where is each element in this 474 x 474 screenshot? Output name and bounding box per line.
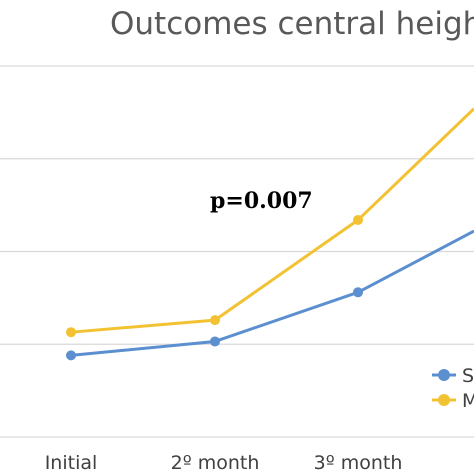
x-axis-ticks: Initial 2º month 3º month xyxy=(45,452,403,474)
x-tick-label: 2º month xyxy=(171,452,260,474)
data-point xyxy=(353,214,363,225)
series-line-1 xyxy=(70,229,474,357)
data-point xyxy=(66,350,76,361)
series-line-2 xyxy=(70,107,474,334)
legend-label-1: S xyxy=(462,365,474,387)
legend-marker-1 xyxy=(438,369,450,381)
x-tick-label: 3º month xyxy=(314,452,403,474)
data-point xyxy=(66,327,76,338)
legend: SM xyxy=(432,365,474,412)
gridlines xyxy=(0,65,474,438)
legend-marker-2 xyxy=(438,394,450,406)
data-point xyxy=(353,287,363,298)
data-point xyxy=(210,315,220,326)
data-point xyxy=(210,336,220,347)
legend-label-2: M xyxy=(462,390,474,412)
x-tick-label: Initial xyxy=(45,452,98,474)
chart-title: Outcomes central height xyxy=(110,6,474,42)
series-group xyxy=(66,107,474,361)
p-value-annotation: p=0.007 xyxy=(210,188,313,214)
